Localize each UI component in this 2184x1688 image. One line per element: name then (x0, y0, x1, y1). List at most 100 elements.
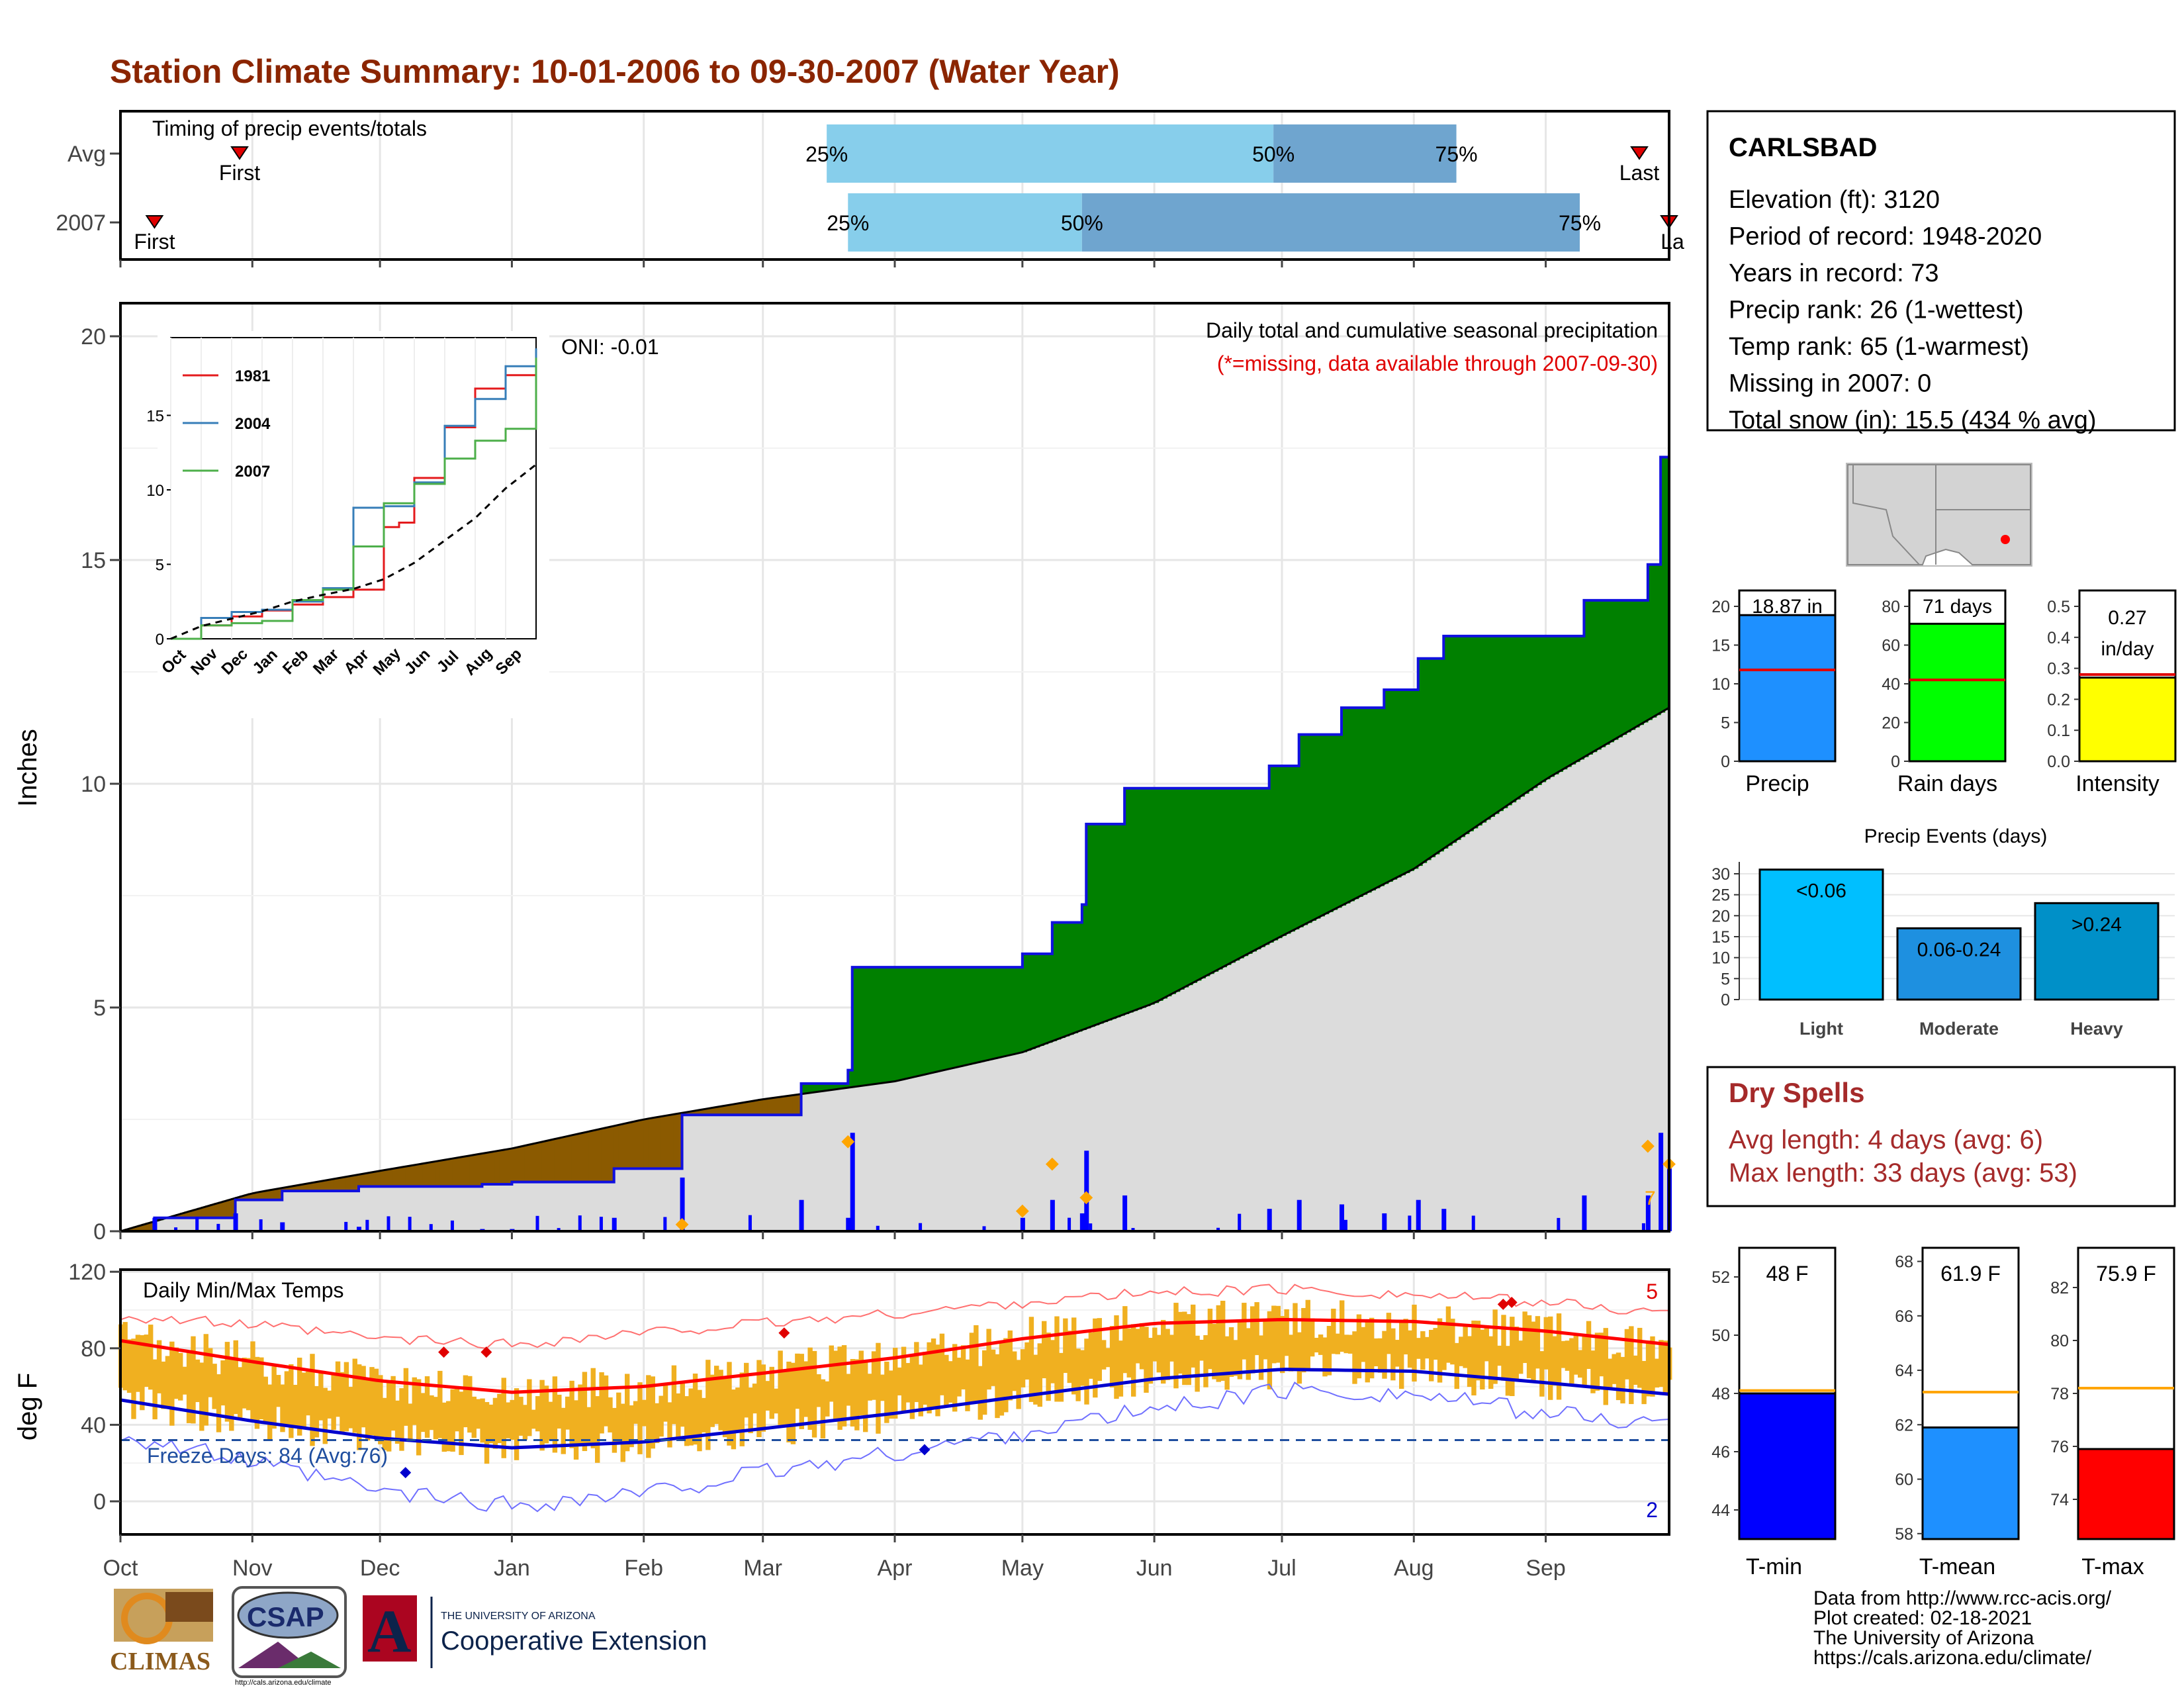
below-average-fill (533, 1143, 538, 1182)
above-average-fill (1396, 690, 1402, 878)
daily-precip-bar (1238, 1213, 1242, 1231)
daily-temp-bar (1275, 1305, 1281, 1363)
daily-temp-bar (786, 1361, 792, 1442)
daily-temp-bar (1590, 1350, 1596, 1393)
daily-temp-bar (718, 1370, 723, 1430)
daily-temp-bar (1071, 1317, 1077, 1395)
above-average-fill (1439, 658, 1444, 852)
daily-precip-bar (357, 1227, 361, 1231)
below-average-fill (197, 1207, 202, 1218)
daily-temp-bar (1284, 1309, 1289, 1356)
above-average-fill (1337, 734, 1342, 908)
daily-temp-bar (974, 1325, 979, 1402)
daily-temp-bar (454, 1386, 460, 1432)
daily-temp-bar (484, 1402, 490, 1464)
daily-temp-bar (238, 1367, 243, 1418)
daily-precip-bar (846, 1217, 851, 1231)
daily-temp-bar (1182, 1311, 1187, 1385)
above-average-fill (1631, 600, 1636, 730)
above-average-fill (1298, 734, 1304, 927)
daily-temp-bar (1654, 1358, 1660, 1388)
average-max-line (120, 1318, 1670, 1394)
daily-temp-bar (1373, 1338, 1379, 1367)
daily-temp-bar (301, 1372, 306, 1427)
daily-precip-bar (429, 1224, 433, 1231)
mini-bar-y-tick: 5 (1721, 714, 1730, 733)
mini-bar-y-tick: 20 (1882, 714, 1900, 733)
daily-temp-bar (927, 1342, 932, 1414)
above-average-fill (1069, 922, 1074, 1035)
above-average-fill (1575, 635, 1580, 763)
daily-temp-bar (1331, 1308, 1336, 1354)
daily-temp-bar (655, 1403, 660, 1443)
station-marker (2001, 535, 2010, 544)
above-average-fill (1614, 600, 1619, 740)
location-map (1846, 463, 2032, 567)
daily-precip-bar (1343, 1219, 1347, 1231)
above-average-fill (848, 1070, 853, 1088)
daily-temp-bar (1480, 1329, 1485, 1390)
above-average-fill (903, 967, 908, 1080)
daily-temp-bar (697, 1389, 702, 1452)
record-diamond (1079, 1191, 1093, 1205)
below-average-fill (605, 1127, 610, 1182)
above-average-fill (1533, 635, 1538, 788)
below-average-fill (601, 1127, 606, 1182)
below-average-fill (716, 1106, 721, 1115)
above-average-fill (899, 967, 904, 1081)
mini-bar-value-label: 0.27 (2108, 607, 2146, 629)
above-average-fill (1426, 658, 1432, 861)
daily-temp-bar (829, 1345, 834, 1402)
below-average-fill (218, 1201, 223, 1218)
daily-temp-bar (952, 1344, 958, 1412)
below-average-fill (256, 1192, 261, 1200)
above-average-fill (1081, 904, 1087, 1031)
below-average-fill (277, 1188, 283, 1200)
daily-temp-bar (1114, 1315, 1119, 1399)
daily-temp-bar (1063, 1318, 1068, 1374)
daily-temp-bar (995, 1354, 1000, 1419)
above-average-fill (1635, 600, 1640, 727)
below-average-fill (660, 1115, 666, 1169)
daily-temp-bar (1084, 1338, 1089, 1405)
below-average-fill (690, 1110, 696, 1115)
daily-precip-bar (387, 1216, 390, 1231)
daily-temp-bar (1377, 1338, 1383, 1373)
below-average-fill (422, 1162, 428, 1187)
below-average-fill (350, 1175, 355, 1192)
x-tick-label: Mar (743, 1556, 782, 1581)
above-average-fill (1039, 953, 1044, 1047)
daily-temp-bar (1645, 1340, 1651, 1397)
above-average-fill (1652, 564, 1657, 718)
daily-temp-bar (1037, 1343, 1042, 1407)
below-average-fill (529, 1143, 534, 1182)
daily-temp-bar (357, 1364, 362, 1450)
below-average-fill (320, 1180, 326, 1192)
daily-precip-bar (799, 1199, 804, 1231)
daily-precip-bar (1582, 1195, 1587, 1231)
station-info-line: Elevation (ft): 3120 (1729, 186, 1940, 214)
daily-temp-bar (1445, 1306, 1451, 1363)
temp-bar-y-tick: 74 (2050, 1491, 2069, 1509)
below-average-fill (754, 1100, 759, 1115)
daily-temp-bar (1505, 1346, 1511, 1396)
daily-temp-bar (135, 1335, 141, 1392)
daily-temp-bar (543, 1385, 549, 1444)
daily-temp-bar (1288, 1335, 1294, 1372)
daily-temp-bar (1220, 1300, 1226, 1381)
daily-temp-bar (1565, 1340, 1570, 1371)
below-average-fill (184, 1211, 189, 1218)
daily-temp-bar (1109, 1326, 1115, 1387)
above-average-fill (886, 967, 891, 1083)
daily-temp-bar (1242, 1303, 1247, 1360)
above-average-fill (1239, 788, 1244, 959)
below-average-fill (508, 1148, 513, 1185)
record-diamond (1641, 1139, 1655, 1153)
below-average-fill (767, 1098, 772, 1115)
daily-temp-bar (935, 1344, 940, 1417)
above-average-fill (1545, 635, 1551, 780)
above-average-fill (937, 967, 942, 1072)
daily-temp-bar (1412, 1304, 1417, 1382)
above-average-fill (1473, 635, 1479, 829)
above-average-fill (1265, 788, 1270, 945)
